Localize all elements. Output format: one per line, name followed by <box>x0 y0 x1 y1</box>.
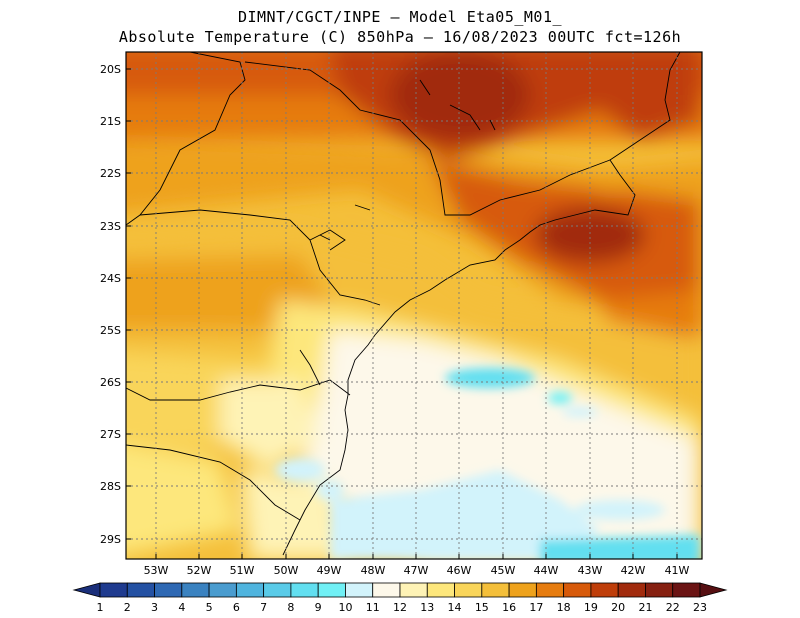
state-border-5 <box>126 379 351 401</box>
axis-ticks <box>126 68 678 559</box>
lat-label: 27S <box>100 428 121 441</box>
colorbar-label: 5 <box>206 601 213 614</box>
lon-label: 47W <box>404 564 429 577</box>
title-line-1: DIMNT/CGCT/INPE — Model Eta05_M01_ <box>237 8 563 26</box>
coastline <box>282 52 681 556</box>
colorbar-swatch <box>563 582 592 598</box>
colorbar-swatch <box>508 582 537 598</box>
colorbar-swatch <box>263 582 292 598</box>
graticule <box>126 52 702 559</box>
colorbar-label: 14 <box>448 601 462 614</box>
colorbar-label: 20 <box>611 601 625 614</box>
lon-label: 48W <box>361 564 386 577</box>
longitude-labels: 53W 52W 51W 50W 49W 48W 47W 46W 45W 44W … <box>144 564 690 577</box>
colorbar-swatch <box>617 582 646 598</box>
colorbar-swatch <box>590 582 619 598</box>
title-line-2: Absolute Temperature (C) 850hPa — 16/08/… <box>118 28 682 46</box>
lon-label: 50W <box>274 564 299 577</box>
lon-label: 42W <box>621 564 646 577</box>
colorbar-label: 2 <box>124 601 131 614</box>
colorbar-swatch <box>454 582 483 598</box>
colorbar-label: 11 <box>366 601 380 614</box>
colorbar-label: 6 <box>233 601 240 614</box>
colorbar-swatch <box>290 582 319 598</box>
colorbar: 1 2 3 4 5 6 7 8 9 10 11 12 13 14 15 16 17 18 19 20 21 22 23 <box>72 582 728 614</box>
lon-label: 44W <box>534 564 559 577</box>
temperature-field <box>126 52 702 559</box>
lat-label: 29S <box>100 533 121 546</box>
river-lakes <box>319 79 496 241</box>
colorbar-label: 12 <box>393 601 407 614</box>
colorbar-label: 13 <box>420 601 434 614</box>
colorbar-label: 22 <box>666 601 680 614</box>
colorbar-label: 19 <box>584 601 598 614</box>
colorbar-label: 7 <box>260 601 267 614</box>
lat-label: 24S <box>100 272 121 285</box>
colorbar-label: 9 <box>315 601 322 614</box>
lon-label: 45W <box>491 564 516 577</box>
colorbar-low-arrow <box>72 582 101 598</box>
colorbar-label: 16 <box>502 601 516 614</box>
colorbar-swatch <box>126 582 155 598</box>
colorbar-swatch <box>235 582 265 598</box>
lon-label: 53W <box>144 564 169 577</box>
lon-label: 43W <box>578 564 603 577</box>
colorbar-label: 3 <box>151 601 158 614</box>
map-frame <box>125 51 703 560</box>
lat-label: 23S <box>100 220 121 233</box>
colorbar-swatch <box>208 582 237 598</box>
lon-label: 41W <box>665 564 690 577</box>
colorbar-swatch <box>154 582 183 598</box>
colorbar-swatch <box>345 582 374 598</box>
lat-label: 25S <box>100 324 121 337</box>
colorbar-swatch <box>535 582 565 598</box>
lat-label: 21S <box>100 115 121 128</box>
lon-label: 52W <box>187 564 212 577</box>
colorbar-swatch <box>426 582 455 598</box>
colorbar-label: 23 <box>693 601 707 614</box>
state-border-6 <box>126 444 301 521</box>
colorbar-swatch <box>372 582 401 598</box>
latitude-labels: 20S 21S 22S 23S 24S 25S 26S 27S 28S 29S <box>100 63 121 546</box>
colorbar-label: 10 <box>338 601 352 614</box>
colorbar-label: 8 <box>287 601 294 614</box>
colorbar-label: 18 <box>557 601 571 614</box>
lon-label: 46W <box>447 564 472 577</box>
colorbar-swatch <box>481 582 510 598</box>
colorbar-swatch <box>645 582 674 598</box>
state-border-2 <box>244 61 611 216</box>
colorbar-label: 1 <box>97 601 104 614</box>
colorbar-swatch <box>399 582 428 598</box>
lat-label: 20S <box>100 63 121 76</box>
state-border-7 <box>299 349 321 386</box>
colorbar-label: 21 <box>638 601 652 614</box>
lat-label: 28S <box>100 480 121 493</box>
lon-label: 51W <box>230 564 255 577</box>
colorbar-label: 17 <box>529 601 543 614</box>
lat-label: 26S <box>100 376 121 389</box>
colorbar-swatch <box>317 582 346 598</box>
colorbar-high-arrow <box>699 582 728 598</box>
lat-label: 22S <box>100 167 121 180</box>
colorbar-swatch <box>99 582 128 598</box>
colorbar-label: 4 <box>178 601 185 614</box>
colorbar-swatch <box>672 582 701 598</box>
lon-label: 49W <box>317 564 342 577</box>
colorbar-swatch <box>181 582 210 598</box>
colorbar-label: 15 <box>475 601 489 614</box>
